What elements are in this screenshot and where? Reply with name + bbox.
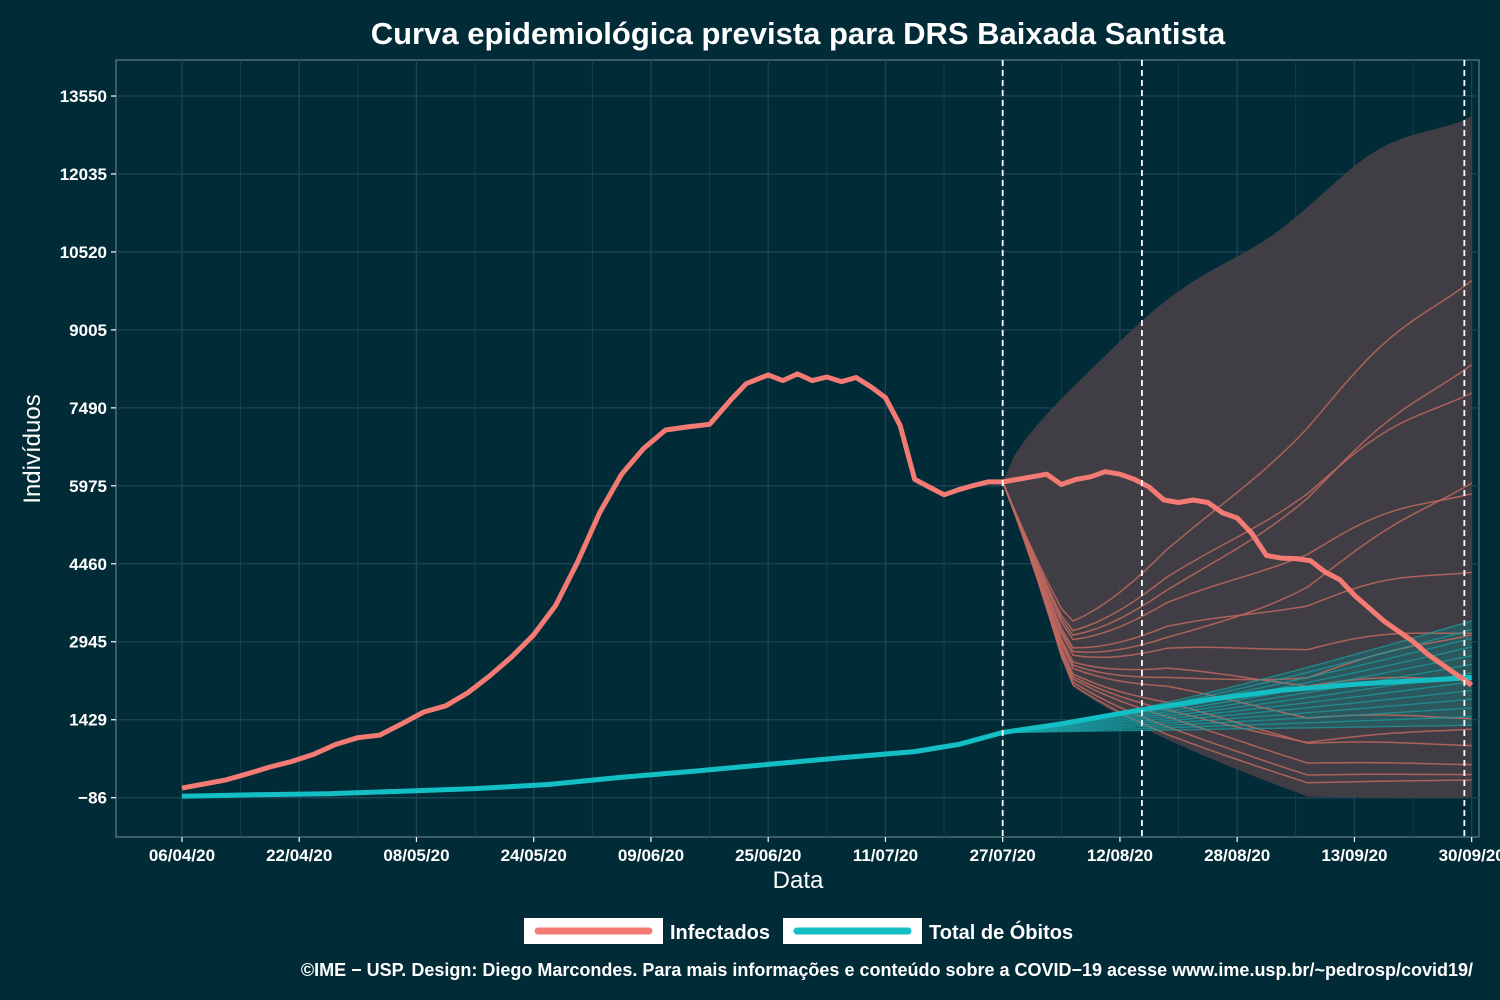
simulated-infectados-line [1002, 280, 1473, 623]
y-tick-label: 9005 [69, 321, 107, 340]
simulated-obitos-line [1002, 663, 1472, 734]
x-tick-label: 08/05/20 [383, 846, 449, 865]
y-tick-label: 1429 [69, 711, 107, 730]
chart-title: Curva epidemiológica prevista para DRS B… [371, 16, 1226, 51]
simulated-infectados-line [1002, 481, 1472, 744]
x-tick-label: 30/09/20 [1439, 846, 1500, 865]
x-tick-label: 24/05/20 [501, 846, 567, 865]
simulated-trajectories [1001, 280, 1473, 784]
x-axis-title: Data [773, 867, 824, 894]
axes: −86 1429 2945 4460 5975 7490 9005 10520 12035 135… [60, 87, 1500, 865]
x-tick-label: 22/04/20 [266, 846, 332, 865]
simulated-infectados-line [1001, 481, 1472, 784]
x-tick-label: 28/08/20 [1204, 846, 1270, 865]
y-axis-title: Indivíduos [19, 394, 46, 503]
simulated-infectados-line [1002, 481, 1472, 649]
footer-credit: ©IME − USP. Design: Diego Marcondes. Par… [301, 960, 1473, 980]
plot-panel [115, 59, 1480, 838]
infectados-line [181, 371, 1003, 791]
legend: Infectados Total de Óbitos [524, 918, 1073, 944]
y-tick-label: 4460 [69, 555, 107, 574]
x-tick-label: 13/09/20 [1321, 846, 1387, 865]
legend-label-obitos: Total de Óbitos [929, 920, 1073, 944]
simulated-obitos-line [1002, 689, 1472, 734]
legend-label-infectados: Infectados [670, 922, 770, 944]
x-tick-label: 25/06/20 [735, 846, 801, 865]
y-tick-label: 13550 [60, 87, 107, 106]
y-tick-label: 7490 [69, 399, 107, 418]
x-tick-label: 06/04/20 [149, 846, 215, 865]
simulated-obitos-line [1002, 715, 1472, 734]
simulated-obitos-line [1002, 707, 1472, 734]
y-tick-label: 10520 [60, 243, 107, 262]
x-tick-label: 11/07/20 [853, 846, 918, 865]
obitos-band [1002, 620, 1472, 733]
simulated-obitos-line [1002, 724, 1472, 734]
x-tick-label: 12/08/20 [1087, 846, 1153, 865]
simulated-infectados-line [1002, 364, 1473, 636]
simulated-infectados-line [1002, 481, 1473, 653]
simulated-obitos-line [1002, 681, 1472, 734]
simulated-infectados-line [1002, 481, 1472, 720]
y-tick-label: 12035 [60, 165, 107, 184]
y-tick-label: 5975 [69, 477, 107, 496]
simulated-obitos-line [1002, 698, 1472, 734]
x-tick-label: 09/06/20 [618, 846, 684, 865]
infectados-projection-line [1002, 469, 1474, 688]
y-tick-label: 2945 [69, 633, 107, 652]
y-tick-label: −86 [78, 789, 107, 808]
simulated-obitos-line [1002, 672, 1472, 734]
simulated-infectados-line [1001, 481, 1472, 766]
simulated-infectados-line [1002, 392, 1473, 632]
obitos-projection-line [1002, 675, 1472, 735]
simulated-infectados-line [1002, 481, 1472, 659]
simulated-obitos-line [1002, 655, 1472, 734]
simulated-infectados-line [1002, 481, 1472, 747]
obitos-line [181, 730, 1004, 799]
simulated-infectados-line [1001, 481, 1472, 776]
x-tick-label: 27/07/20 [970, 846, 1036, 865]
series-lines [181, 371, 1474, 799]
simulated-infectados-line [1002, 481, 1472, 641]
